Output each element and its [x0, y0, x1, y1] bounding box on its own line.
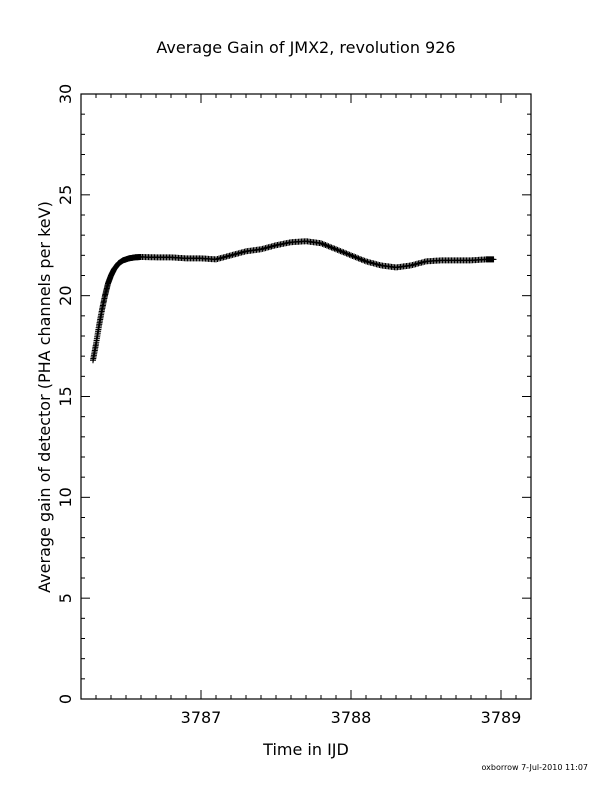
y-tick-label: 25 — [56, 185, 75, 205]
y-tick-labels: 0 5 10 15 20 25 30 — [56, 84, 75, 704]
y-tick-label: 20 — [56, 285, 75, 305]
data-series — [90, 238, 497, 364]
x-tick-label: 3787 — [181, 708, 222, 727]
y-tick-label: 30 — [56, 84, 75, 104]
y-tick-label: 15 — [56, 386, 75, 406]
chart-title: Average Gain of JMX2, revolution 926 — [156, 38, 455, 57]
y-tick-label: 5 — [56, 593, 75, 603]
x-tick-labels: 3787 3788 3789 — [181, 708, 522, 727]
footer-stamp: oxborrow 7-Jul-2010 11:07 — [481, 763, 588, 772]
x-axis-label: Time in IJD — [262, 740, 349, 759]
axis-ticks — [80, 93, 532, 700]
data-point — [490, 256, 497, 263]
y-tick-label: 10 — [56, 487, 75, 507]
y-axis-label: Average gain of detector (PHA channels p… — [35, 201, 54, 593]
y-tick-label: 0 — [56, 694, 75, 704]
x-tick-label: 3789 — [481, 708, 522, 727]
x-tick-label: 3788 — [331, 708, 372, 727]
plot-frame — [80, 93, 532, 700]
